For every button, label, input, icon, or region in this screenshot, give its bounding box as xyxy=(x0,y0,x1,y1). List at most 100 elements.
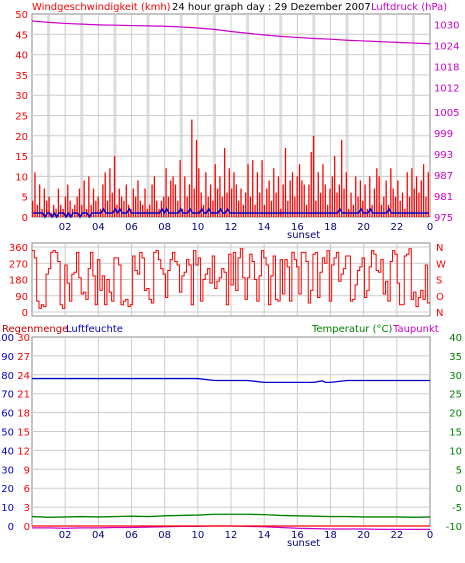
gust-bar xyxy=(420,180,422,217)
humidity-tick-label: 100 xyxy=(0,333,14,344)
pressure-y-ticks: 1030 1024 1018 1012 1005 999 993 987 981 975 xyxy=(434,21,459,225)
hour-tick-label: 20 xyxy=(357,530,370,541)
gust-bar xyxy=(235,184,237,217)
wind-tick-label: 50 xyxy=(15,10,28,21)
temperature-panel: Regenmenge Luftfeuchte Temperatur (°C) T… xyxy=(0,324,462,549)
gust-bar xyxy=(390,168,392,217)
gust-bar xyxy=(60,204,62,217)
gust-bar xyxy=(81,204,83,217)
gust-bar xyxy=(39,184,41,217)
gust-bar xyxy=(163,196,165,217)
gust-bar xyxy=(406,172,408,217)
gust-bar xyxy=(247,164,249,217)
gust-bar xyxy=(425,196,427,217)
rain-tick-label: 9 xyxy=(24,465,30,476)
gust-bar xyxy=(209,184,212,217)
gust-bar xyxy=(357,196,359,217)
temperature-y-ticks: 40 35 30 25 20 15 10 5 0 -5 -10 xyxy=(446,333,462,533)
gust-bar xyxy=(308,184,310,217)
gust-bar xyxy=(104,172,106,217)
hour-tick-label: 02 xyxy=(59,530,72,541)
gust-bar xyxy=(305,204,308,217)
rain-axis-label: Regenmenge xyxy=(2,324,68,335)
gust-bar xyxy=(242,204,244,217)
wind-x-ticks: 02 04 06 08 10 12 14 16 18 20 22 0 xyxy=(59,222,433,233)
humidity-tick-label: 90 xyxy=(1,352,14,363)
gust-bar xyxy=(254,204,256,217)
temperature-grid xyxy=(32,338,430,525)
gust-bar xyxy=(142,204,144,217)
gust-bar xyxy=(266,188,268,217)
gust-bar xyxy=(92,188,95,217)
pressure-axis-label: Luftdruck (hPa) xyxy=(371,2,447,13)
hour-tick-label: 18 xyxy=(324,222,337,233)
gust-bar xyxy=(301,180,303,217)
humidity-tick-label: 40 xyxy=(1,446,14,457)
humidity-tick-label: 30 xyxy=(1,465,14,476)
gust-bar xyxy=(380,204,383,217)
wind-tick-label: 15 xyxy=(15,152,28,163)
hour-tick-label: 04 xyxy=(92,222,105,233)
gust-bar xyxy=(53,204,55,217)
temperature-tick-label: -10 xyxy=(446,522,462,533)
gust-bar xyxy=(219,176,221,217)
temperature-tick-label: 30 xyxy=(449,371,462,382)
gust-bar xyxy=(303,184,305,217)
temperature-tick-label: 10 xyxy=(449,446,462,457)
gust-bar xyxy=(315,200,317,217)
hour-tick-label: 06 xyxy=(125,530,138,541)
pressure-tick-label: 1030 xyxy=(434,21,459,32)
gust-bar xyxy=(334,156,336,217)
wind-tick-label: 10 xyxy=(15,172,28,183)
rain-tick-label: 15 xyxy=(17,428,30,439)
gust-bar xyxy=(97,196,99,217)
gust-bar xyxy=(291,172,294,217)
gust-bar xyxy=(427,172,429,217)
gust-bar xyxy=(261,160,263,217)
pressure-line xyxy=(31,20,431,45)
rain-tick-label: 18 xyxy=(17,409,30,420)
gust-bar xyxy=(69,200,71,217)
rain-tick-label: 3 xyxy=(24,503,30,514)
gust-bar xyxy=(216,188,219,217)
compass-tick-label: N xyxy=(436,243,443,254)
pressure-tick-label: 1024 xyxy=(434,42,459,53)
wind-direction-line xyxy=(32,248,430,309)
gust-bar xyxy=(233,172,235,217)
gust-bar xyxy=(135,196,137,217)
gust-bar xyxy=(277,176,280,217)
gust-bar xyxy=(282,184,284,217)
gust-bar xyxy=(177,200,179,217)
humidity-tick-label: 70 xyxy=(1,390,14,401)
gust-bar xyxy=(83,180,85,217)
hour-tick-label: 12 xyxy=(225,530,238,541)
gust-bar xyxy=(331,176,333,217)
gust-bar xyxy=(144,188,146,217)
gust-bar xyxy=(310,152,312,217)
gust-bar xyxy=(294,196,296,217)
sunset-marker-label: sunset xyxy=(287,230,320,241)
gust-bar xyxy=(226,192,228,217)
wind-tick-label: 25 xyxy=(15,112,28,123)
gust-bar xyxy=(113,156,116,217)
compass-tick-label: W xyxy=(436,259,446,270)
gust-bar xyxy=(418,192,420,217)
gust-bar xyxy=(74,204,76,217)
gust-bar xyxy=(167,196,170,217)
gust-bar xyxy=(273,168,275,217)
humidity-tick-label: 50 xyxy=(1,428,14,439)
gust-bar xyxy=(231,188,233,217)
wind-panel: Windgeschwindigkeit (kmh) 24 hour graph … xyxy=(15,2,459,241)
temperature-tick-label: 15 xyxy=(449,428,462,439)
rain-tick-label: 30 xyxy=(17,333,30,344)
gust-bar xyxy=(172,176,174,217)
gust-bar xyxy=(34,172,36,217)
gust-bar xyxy=(350,192,352,217)
gust-bar xyxy=(207,196,209,217)
gust-bar xyxy=(329,188,331,217)
temperature-tick-label: 25 xyxy=(449,390,462,401)
gust-bar xyxy=(298,164,301,217)
gust-bar xyxy=(228,168,230,217)
